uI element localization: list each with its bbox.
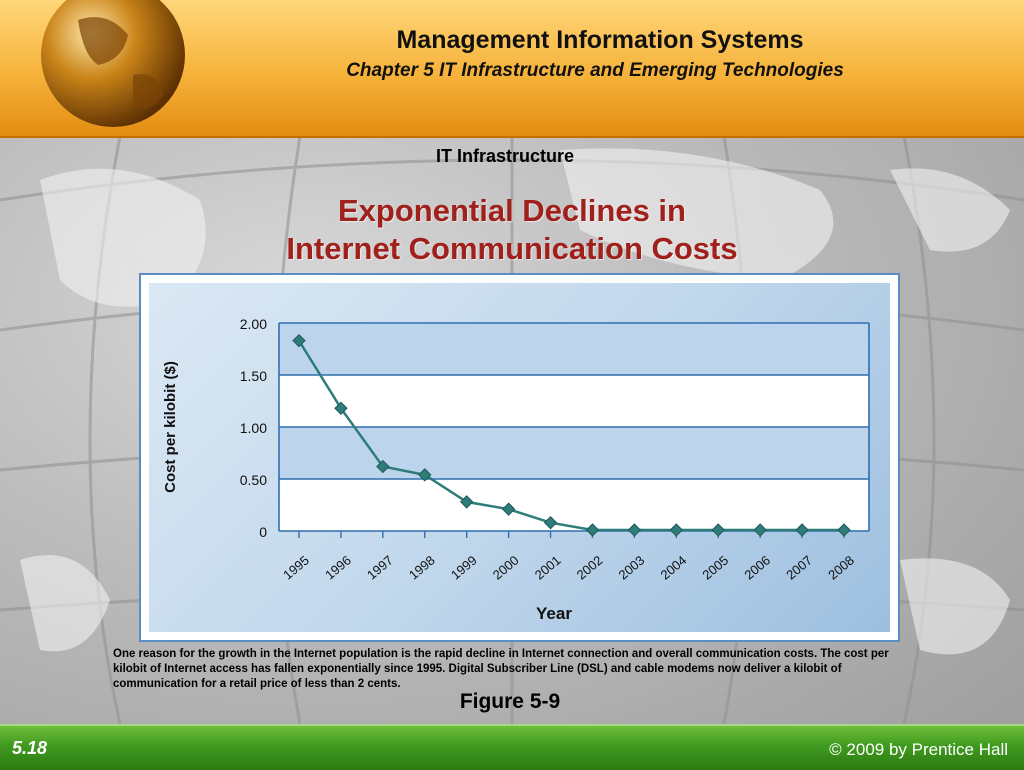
series-line [297, 340, 844, 532]
x-tick-label: 1999 [448, 553, 480, 583]
y-tick-label: 0 [259, 524, 267, 540]
slide-number: 5.18 [12, 738, 48, 758]
x-tick-label: 1995 [280, 553, 312, 583]
x-axis-title: Year [536, 604, 572, 623]
x-tick-label: 2007 [783, 553, 815, 583]
copyright-notice: © 2009 by Prentice Hall [829, 740, 1008, 759]
y-tick-label: 2.00 [240, 316, 267, 332]
data-point [585, 523, 600, 537]
x-tick-label: 1996 [322, 553, 354, 583]
chart-panel: 2.00 1.50 1.00 0.50 0 1995 1996 1997 1998 1999 200… [149, 283, 890, 632]
data-point [837, 523, 851, 537]
y-tick-label: 0.50 [240, 472, 267, 488]
figure-caption: One reason for the growth in the Interne… [113, 648, 889, 690]
data-point [795, 523, 809, 537]
x-tick-label: 2004 [658, 553, 690, 583]
x-tick-label: 2002 [574, 553, 606, 583]
x-tick-label: 2003 [616, 553, 648, 583]
y-tick-label: 1.00 [240, 420, 267, 436]
line-chart: 2.00 1.50 1.00 0.50 0 1995 1996 1997 1998 1999 200… [162, 316, 870, 623]
slide-title: Exponential Declines in Internet Communi… [180, 192, 844, 268]
slide-footer: 5.18 © 2009 by Prentice Hall [0, 724, 1024, 770]
figure-label: Figure 5-9 [459, 690, 561, 713]
course-title: Management Information Systems [396, 26, 804, 54]
slide-title-line-2: Internet Communication Costs [286, 231, 738, 266]
x-tick-label: 2000 [490, 553, 522, 583]
chart-frame: 2.00 1.50 1.00 0.50 0 1995 1996 1997 1998 1999 200… [139, 273, 900, 642]
data-point [543, 515, 558, 530]
x-tick-label: 2008 [825, 553, 857, 583]
globe-icon [41, 0, 185, 127]
data-point [627, 523, 642, 537]
x-tick-label: 2001 [532, 553, 564, 583]
data-point [292, 333, 306, 348]
data-point [501, 502, 516, 516]
x-tick-label: 2005 [699, 553, 731, 583]
section-label: IT Infrastructure [435, 146, 575, 166]
x-tick-label: 2006 [741, 553, 773, 583]
plot-band [279, 323, 869, 375]
plot-band [279, 479, 869, 531]
y-tick-label: 1.50 [240, 368, 267, 384]
data-point [334, 401, 348, 415]
plot-band [279, 375, 869, 427]
chapter-subtitle: Chapter 5 IT Infrastructure and Emerging… [346, 60, 844, 81]
slide-title-line-1: Exponential Declines in [338, 193, 686, 228]
plot-band [279, 427, 869, 479]
data-point [376, 459, 390, 474]
data-point [459, 495, 474, 509]
x-tick-label: 1998 [406, 553, 438, 583]
data-point [669, 523, 684, 537]
data-point [753, 523, 767, 537]
data-point [711, 523, 725, 537]
x-tick-label: 1997 [364, 553, 396, 583]
slide-header: Management Information Systems Chapter 5… [0, 0, 1024, 138]
data-point [418, 468, 432, 482]
y-axis-title: Cost per kilobit ($) [162, 361, 179, 493]
